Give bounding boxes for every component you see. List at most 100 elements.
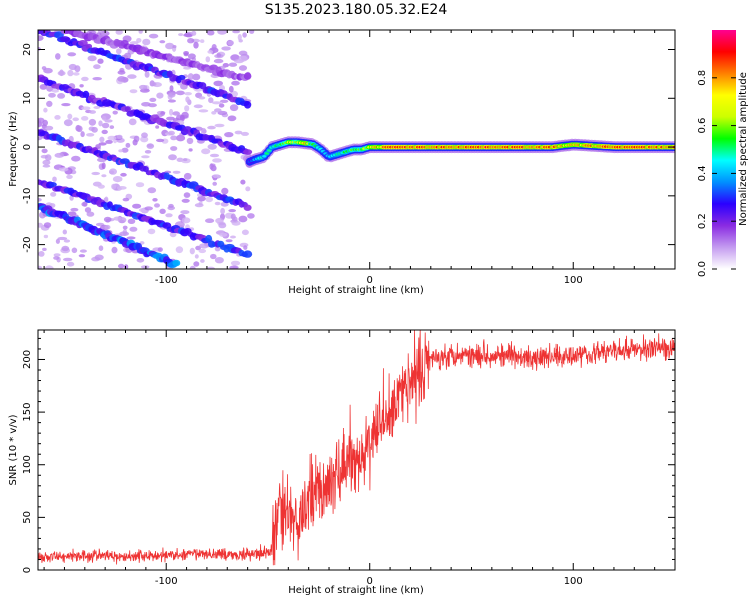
noise-speckle <box>216 53 222 58</box>
noise-speckle <box>115 30 123 35</box>
noise-speckle <box>127 218 136 224</box>
noise-speckle <box>228 62 238 67</box>
noise-speckle <box>118 149 124 153</box>
noise-speckle <box>247 213 255 219</box>
noise-speckle <box>151 82 157 86</box>
noise-speckle <box>209 153 220 158</box>
snr-x-tick-label: 0 <box>367 576 373 587</box>
noise-speckle <box>55 53 61 60</box>
noise-speckle <box>124 52 132 59</box>
spectrogram-x-tick-label: 0 <box>367 275 373 286</box>
noise-speckle <box>206 266 216 269</box>
spectrogram-frame <box>37 29 676 270</box>
noise-speckle <box>193 41 199 49</box>
noise-speckle <box>237 34 242 41</box>
noise-speckle <box>224 132 234 138</box>
noise-speckle <box>63 119 73 127</box>
noise-speckle <box>167 130 175 136</box>
noise-speckle <box>167 99 176 103</box>
noise-speckle <box>238 50 248 56</box>
colorbar-tick-label: 0.8 <box>697 70 708 86</box>
noise-speckle <box>212 174 218 179</box>
noise-speckle <box>126 236 136 240</box>
noise-speckle <box>211 111 217 115</box>
noise-speckle <box>117 76 126 82</box>
noise-speckle <box>181 217 191 224</box>
noise-speckle <box>92 77 102 81</box>
noise-speckle <box>140 88 150 93</box>
noise-speckle <box>211 44 217 50</box>
noise-speckle <box>189 247 195 255</box>
snr-x-tick-label: 100 <box>564 576 583 587</box>
snr-y-tick-label: 50 <box>22 511 33 524</box>
noise-speckle <box>98 120 103 127</box>
noise-speckle <box>231 220 241 226</box>
noise-speckle <box>180 83 188 90</box>
snr-y-tick-label: 200 <box>22 350 33 369</box>
noise-speckle <box>149 97 157 102</box>
noise-speckle <box>62 257 73 262</box>
colorbar-tick-label: 0.2 <box>697 213 708 229</box>
colorbar-tick-label: 0.0 <box>697 261 708 277</box>
noise-speckle <box>227 115 237 121</box>
noise-speckle <box>179 114 185 122</box>
noise-speckle <box>209 163 214 170</box>
noise-speckle <box>168 92 176 98</box>
noise-speckle <box>121 147 129 153</box>
noise-speckle <box>67 69 74 77</box>
noise-speckle <box>101 115 107 121</box>
noise-speckle <box>193 104 203 109</box>
noise-speckle <box>123 264 129 269</box>
track-blob <box>82 90 90 98</box>
snr-x-label: Height of straight line (km) <box>288 585 424 596</box>
noise-speckle <box>140 136 149 143</box>
noise-speckle <box>205 196 213 203</box>
track-blob <box>243 204 252 211</box>
noise-speckle <box>42 159 51 166</box>
snr-panel: -100 0 100 0 50 100 150 200 Height of straight … <box>8 329 676 596</box>
noise-speckle <box>78 254 86 258</box>
noise-speckle <box>214 108 222 113</box>
noise-speckle <box>51 89 59 93</box>
noise-speckle <box>144 150 152 154</box>
noise-speckle <box>228 85 234 93</box>
noise-speckle <box>211 101 222 105</box>
noise-speckle <box>232 216 238 222</box>
noise-speckle <box>207 125 216 130</box>
noise-speckle <box>120 172 127 177</box>
colorbar-tick-label: 0.6 <box>697 118 708 134</box>
noise-speckle <box>71 155 81 162</box>
noise-speckle <box>104 119 113 123</box>
noise-speckle <box>214 201 221 206</box>
noise-speckle <box>76 125 83 133</box>
noise-speckle <box>101 122 110 129</box>
noise-speckle <box>86 211 95 217</box>
noise-speckle <box>132 139 138 146</box>
noise-speckle <box>152 198 158 202</box>
noise-speckle <box>141 132 148 138</box>
noise-speckle <box>154 203 160 208</box>
spectrogram-marks <box>38 30 675 269</box>
noise-speckle <box>98 30 103 33</box>
noise-speckle <box>79 84 84 88</box>
noise-speckle <box>214 257 224 264</box>
track-blob <box>49 182 57 188</box>
noise-speckle <box>155 125 160 129</box>
noise-speckle <box>122 225 128 230</box>
noise-speckle <box>44 125 54 131</box>
track-blob <box>124 106 131 113</box>
noise-speckle <box>175 246 184 254</box>
noise-speckle <box>138 30 143 34</box>
noise-speckle <box>53 253 61 257</box>
noise-speckle <box>186 137 194 145</box>
noise-speckle <box>144 206 153 211</box>
noise-speckle <box>109 168 117 175</box>
noise-speckle <box>175 134 186 142</box>
noise-speckle <box>132 203 142 209</box>
noise-speckle <box>112 176 123 183</box>
noise-speckle <box>66 174 73 179</box>
noise-speckle <box>221 46 231 51</box>
track-blob <box>85 43 93 50</box>
noise-speckle <box>57 93 66 99</box>
